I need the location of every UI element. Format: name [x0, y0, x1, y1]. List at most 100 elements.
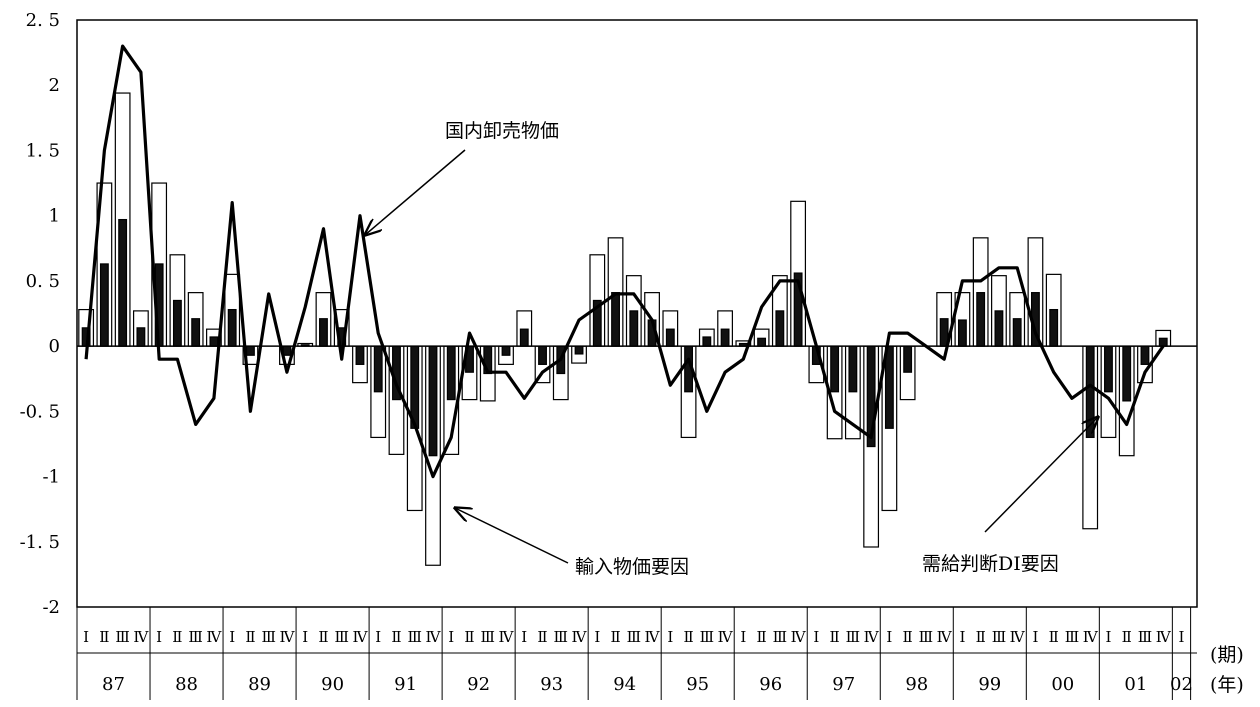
quarter-tick-label: I [521, 628, 527, 646]
supply-demand-di-bar [447, 346, 455, 399]
quarter-tick-label: Ⅱ [1122, 628, 1132, 646]
quarter-tick-label: Ⅱ [976, 628, 986, 646]
year-tick-label: 02 [1170, 674, 1193, 695]
year-tick-label: 94 [613, 674, 636, 695]
quarter-tick-label: Ⅳ [864, 628, 880, 646]
quarter-tick-label: I [302, 628, 308, 646]
quarter-tick-label: Ⅳ [718, 628, 734, 646]
quarter-tick-label: I [375, 628, 381, 646]
supply-demand-di-bar [1013, 319, 1021, 346]
supply-demand-di-bar [502, 346, 510, 355]
quarter-tick-label: Ⅳ [279, 628, 295, 646]
quarter-tick-label: Ⅲ [554, 628, 568, 646]
y-tick-label: -0. 5 [20, 401, 60, 422]
quarter-tick-label: I [156, 628, 162, 646]
supply-demand-di-bar [703, 337, 711, 346]
supply-demand-di-bar [886, 346, 894, 428]
supply-demand-di-bar [174, 300, 182, 346]
supply-demand-di-bar [721, 329, 729, 346]
year-tick-label: 99 [978, 674, 1001, 695]
quarter-tick-label: Ⅳ [1083, 628, 1099, 646]
supply-demand-di-bar [959, 320, 967, 346]
supply-demand-di-bar [1105, 346, 1113, 392]
quarter-tick-label: Ⅳ [206, 628, 222, 646]
y-tick-label: -2 [42, 597, 60, 618]
quarter-tick-label: Ⅲ [261, 628, 275, 646]
supply-demand-di-bar [977, 293, 985, 346]
quarter-tick-label: Ⅲ [919, 628, 933, 646]
year-tick-label: 89 [248, 674, 271, 695]
supply-demand-di-bar [575, 346, 583, 354]
quarter-tick-label: Ⅳ [352, 628, 368, 646]
quarter-tick-label: Ⅱ [245, 628, 255, 646]
supply-demand-di-bar [374, 346, 382, 392]
supply-demand-di-bar [192, 319, 200, 346]
supply-demand-di-bar [228, 310, 236, 347]
quarter-tick-label: Ⅱ [756, 628, 766, 646]
supply-demand-di-bar [904, 346, 912, 372]
year-tick-label: 95 [686, 674, 709, 695]
quarter-tick-label: I [813, 628, 819, 646]
domestic-wholesale-price-annotation-arrow [365, 150, 465, 235]
import-price-factor-annotation-label: 輸入物価要因 [575, 556, 689, 578]
quarter-tick-label: Ⅳ [499, 628, 515, 646]
y-tick-label: 0. 5 [26, 271, 60, 292]
quarter-tick-label: I [1105, 628, 1111, 646]
supply-demand-di-bar [101, 264, 109, 346]
import-price-factor-annotation-arrow [455, 508, 568, 563]
quarter-tick-label: Ⅳ [572, 628, 588, 646]
quarter-tick-label: Ⅲ [700, 628, 714, 646]
period-unit-label: (期) [1210, 644, 1244, 666]
quarter-tick-label: Ⅲ [1065, 628, 1079, 646]
quarter-tick-label: I [886, 628, 892, 646]
supply-demand-di-bar [1123, 346, 1131, 401]
quarter-tick-label: Ⅱ [537, 628, 547, 646]
supply-demand-di-bar [247, 346, 255, 355]
year-tick-label: 93 [540, 674, 563, 695]
y-tick-label: -1. 5 [20, 532, 60, 553]
year-tick-label: 96 [759, 674, 782, 695]
quarter-tick-label: I [740, 628, 746, 646]
quarter-tick-label: I [667, 628, 673, 646]
year-tick-label: 88 [175, 674, 198, 695]
domestic-wholesale-price-line [86, 46, 1163, 477]
supply-demand-di-bar [1050, 310, 1058, 347]
quarter-tick-label: Ⅲ [481, 628, 495, 646]
quarter-tick-label: Ⅲ [627, 628, 641, 646]
quarter-tick-label: Ⅳ [1010, 628, 1026, 646]
quarter-tick-label: Ⅱ [683, 628, 693, 646]
supply-demand-di-bar [119, 220, 127, 347]
year-tick-label: 97 [832, 674, 855, 695]
quarter-tick-label: Ⅱ [464, 628, 474, 646]
quarter-tick-label: Ⅱ [391, 628, 401, 646]
y-tick-label: 2 [49, 75, 60, 96]
supply-demand-di-bar [137, 328, 145, 346]
supply-demand-di-bar [429, 346, 437, 456]
quarter-tick-label: Ⅲ [846, 628, 860, 646]
supply-demand-di-bar [1159, 338, 1167, 346]
supply-demand-di-bar [356, 346, 364, 364]
supply-demand-di-factor-annotation-label: 需給判断DI要因 [922, 553, 1059, 575]
supply-demand-di-bar [539, 346, 547, 364]
quarter-tick-label: Ⅲ [407, 628, 421, 646]
quarter-tick-label: I [1179, 628, 1185, 646]
y-tick-label: 1. 5 [26, 140, 60, 161]
quarter-tick-label: I [229, 628, 235, 646]
supply-demand-di-bar [1086, 346, 1094, 437]
quarter-tick-label: Ⅳ [425, 628, 441, 646]
quarter-tick-label: Ⅲ [992, 628, 1006, 646]
quarter-tick-label: Ⅱ [830, 628, 840, 646]
year-tick-label: 01 [1124, 674, 1147, 695]
quarter-tick-label: I [959, 628, 965, 646]
supply-demand-di-bar [758, 338, 766, 346]
quarter-tick-label: Ⅱ [318, 628, 328, 646]
year-unit-label: (年) [1210, 674, 1244, 696]
quarter-tick-label: Ⅱ [610, 628, 620, 646]
supply-demand-di-bar [666, 329, 674, 346]
quarter-tick-label: I [83, 628, 89, 646]
quarter-tick-label: Ⅲ [115, 628, 129, 646]
supply-demand-di-factor-annotation-arrow [985, 417, 1098, 532]
supply-demand-di-bar [320, 319, 328, 346]
